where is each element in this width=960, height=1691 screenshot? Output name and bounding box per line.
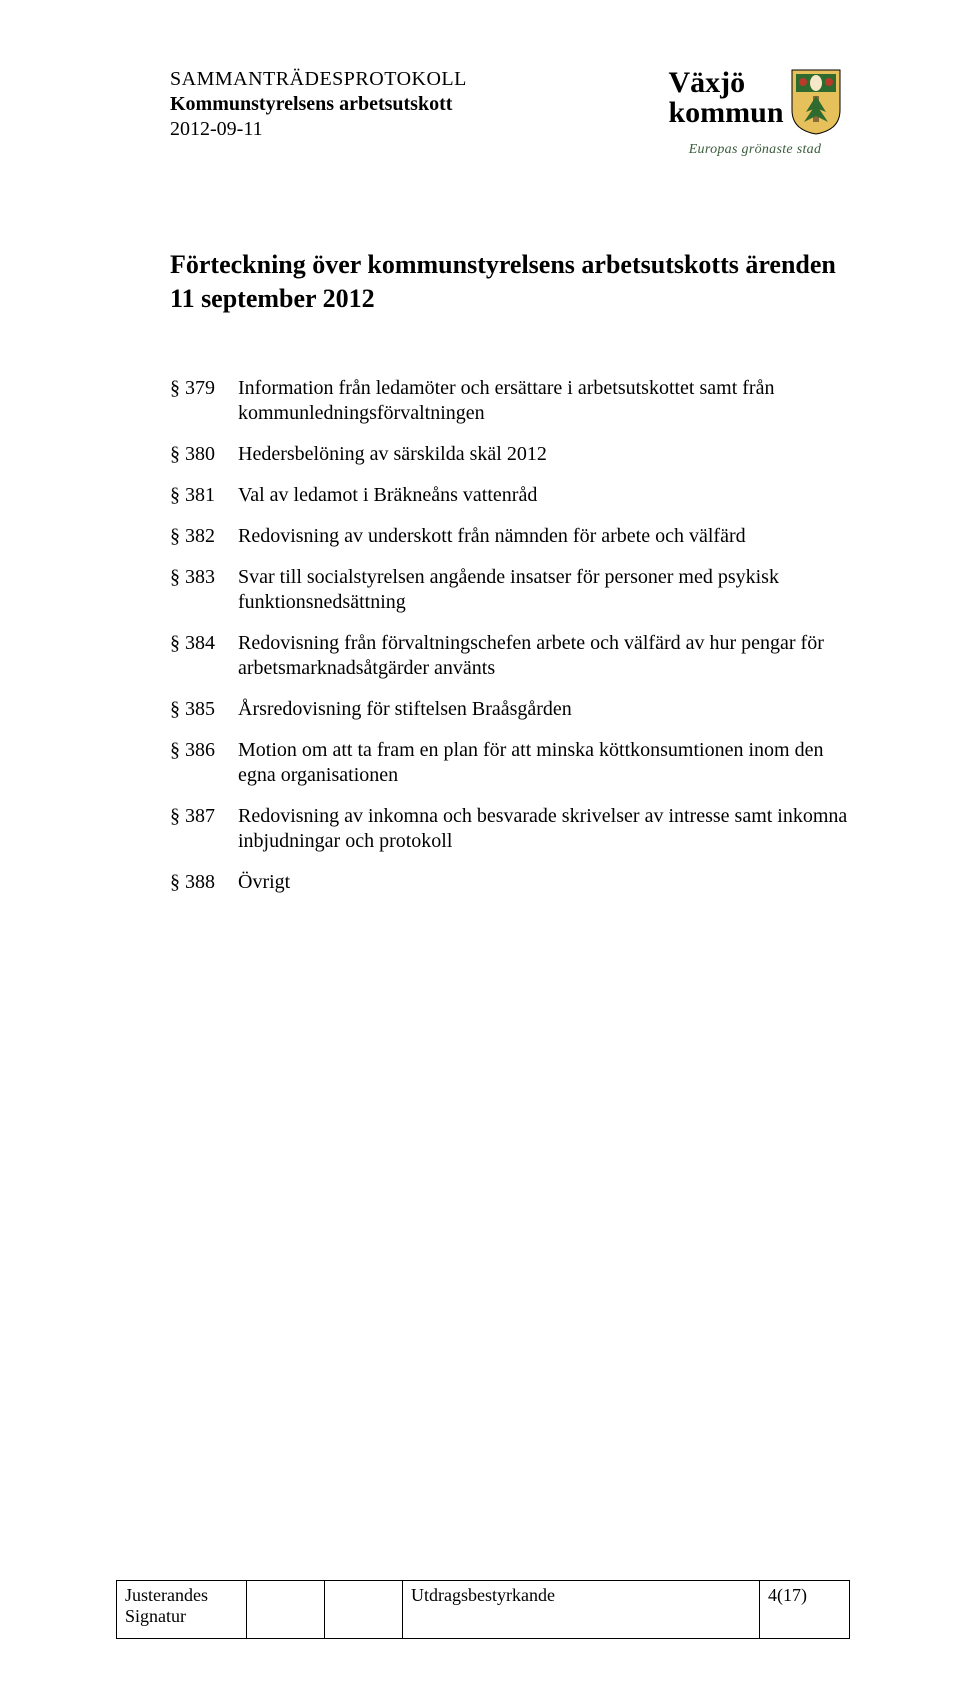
toc-row: § 385 Årsredovisning för stiftelsen Braå… — [170, 697, 850, 722]
logo-text-line2: kommun — [668, 98, 783, 128]
toc-row: § 388 Övrigt — [170, 870, 850, 895]
toc-num: § 380 — [170, 442, 238, 467]
toc-text: Svar till socialstyrelsen angående insat… — [238, 565, 850, 615]
toc-row: § 383 Svar till socialstyrelsen angående… — [170, 565, 850, 615]
toc-num: § 381 — [170, 483, 238, 508]
footer-col1-line1: Justerandes — [125, 1585, 208, 1605]
header-doc-type: SAMMANTRÄDESPROTOKOLL — [170, 68, 660, 91]
toc-num: § 379 — [170, 376, 238, 401]
toc-text: Årsredovisning för stiftelsen Braåsgårde… — [238, 697, 850, 722]
logo: Växjö kommun Europas grönaste stad — [660, 68, 850, 158]
footer-justerandes: Justerandes Signatur — [117, 1581, 247, 1639]
toc-text: Information från ledamöter och ersättare… — [238, 376, 850, 426]
footer-empty-1 — [247, 1581, 325, 1639]
header-committee: Kommunstyrelsens arbetsutskott — [170, 93, 660, 116]
logo-text: Växjö kommun — [668, 68, 783, 128]
header-left: SAMMANTRÄDESPROTOKOLL Kommunstyrelsens a… — [170, 68, 660, 141]
toc-row: § 384 Redovisning från förvaltningschefe… — [170, 631, 850, 681]
toc-row: § 386 Motion om att ta fram en plan för … — [170, 738, 850, 788]
toc-num: § 383 — [170, 565, 238, 590]
footer-empty-2 — [325, 1581, 403, 1639]
header-row: SAMMANTRÄDESPROTOKOLL Kommunstyrelsens a… — [170, 68, 850, 158]
toc-text: Val av ledamot i Bräkneåns vattenråd — [238, 483, 850, 508]
page-title: Förteckning över kommunstyrelsens arbets… — [170, 248, 850, 316]
toc-text: Redovisning från förvaltningschefen arbe… — [238, 631, 850, 681]
footer-utdrag: Utdragsbestyrkande — [403, 1581, 760, 1639]
toc-num: § 387 — [170, 804, 238, 829]
footer-page-number: 4(17) — [760, 1581, 850, 1639]
toc-list: § 379 Information från ledamöter och ers… — [170, 376, 850, 895]
toc-row: § 382 Redovisning av underskott från näm… — [170, 524, 850, 549]
toc-num: § 385 — [170, 697, 238, 722]
footer-col1-line2: Signatur — [125, 1606, 186, 1626]
toc-row: § 379 Information från ledamöter och ers… — [170, 376, 850, 426]
footer-table: Justerandes Signatur Utdragsbestyrkande … — [116, 1580, 850, 1639]
toc-num: § 382 — [170, 524, 238, 549]
toc-row: § 381 Val av ledamot i Bräkneåns vattenr… — [170, 483, 850, 508]
toc-text: Motion om att ta fram en plan för att mi… — [238, 738, 850, 788]
toc-num: § 384 — [170, 631, 238, 656]
header-date: 2012-09-11 — [170, 118, 660, 141]
toc-row: § 380 Hedersbelöning av särskilda skäl 2… — [170, 442, 850, 467]
toc-row: § 387 Redovisning av inkomna och besvara… — [170, 804, 850, 854]
logo-text-line1: Växjö — [668, 68, 783, 98]
footer: Justerandes Signatur Utdragsbestyrkande … — [116, 1580, 850, 1639]
crest-icon — [790, 68, 842, 136]
toc-text: Redovisning av underskott från nämnden f… — [238, 524, 850, 549]
toc-text: Övrigt — [238, 870, 850, 895]
toc-num: § 386 — [170, 738, 238, 763]
logo-tagline: Europas grönaste stad — [689, 142, 822, 158]
toc-text: Redovisning av inkomna och besvarade skr… — [238, 804, 850, 854]
toc-text: Hedersbelöning av särskilda skäl 2012 — [238, 442, 850, 467]
toc-num: § 388 — [170, 870, 238, 895]
